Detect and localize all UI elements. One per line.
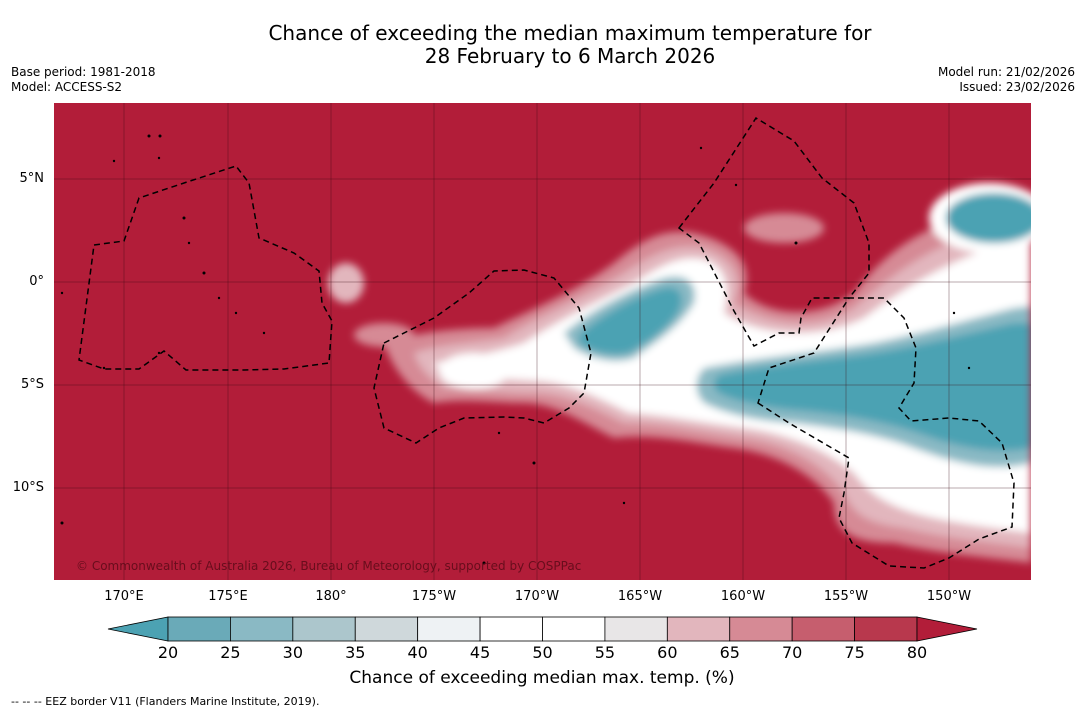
base-period: Base period: 1981-2018 — [11, 65, 156, 79]
probability-field — [328, 183, 1031, 563]
lon-label-180: 180° — [315, 589, 347, 604]
lat-label-10s: 10°S — [12, 480, 44, 495]
lon-label-150w: 150°W — [926, 589, 972, 604]
issued-date: Issued: 23/02/2026 — [959, 80, 1075, 94]
field-band-25 — [579, 287, 682, 355]
lat-label-5s: 5°S — [20, 377, 44, 392]
field-spot-1 — [328, 263, 364, 303]
colorbar-segment — [791, 616, 855, 642]
lon-label-170e: 170°E — [104, 589, 144, 604]
islands — [60, 134, 971, 565]
colorbar-arrow-low — [107, 616, 169, 642]
lon-label-175e: 175°E — [208, 589, 248, 604]
colorbar — [107, 616, 978, 642]
colorbar-segment — [729, 616, 793, 642]
eez-tuvalu — [78, 165, 333, 371]
eez-borders — [78, 116, 1015, 569]
colorbar-tick-label: 40 — [407, 643, 428, 662]
colorbar-tick-label: 20 — [157, 643, 179, 662]
model-name: Model: ACCESS-S2 — [11, 80, 123, 94]
lon-label-160w: 160°W — [720, 589, 766, 604]
graticule — [54, 103, 1031, 580]
colorbar-title: Chance of exceeding median max. temp. (%… — [349, 668, 735, 688]
colorbar-tick-label: 30 — [282, 643, 303, 662]
meta-right: Model run: 21/02/2026 Issued: 23/02/2026 — [938, 65, 1075, 95]
copyright-notice: © Commonwealth of Australia 2026, Bureau… — [76, 559, 581, 573]
colorbar-tick-label: 25 — [220, 643, 241, 662]
chart-title-line1: Chance of exceeding the median maximum t… — [268, 21, 872, 45]
colorbar-segment — [167, 616, 231, 642]
colorbar-segment — [542, 616, 606, 642]
colorbar-tick-label: 60 — [657, 643, 678, 662]
eez-footnote: -- -- -- EEZ border V11 (Flanders Marine… — [11, 695, 320, 708]
eez-tokelau — [373, 269, 592, 444]
lon-label-170w: 170°W — [514, 589, 560, 604]
meta-left: Base period: 1981-2018 Model: ACCESS-S2 — [11, 65, 156, 95]
field-spot-4 — [439, 353, 509, 389]
field-spot-2 — [354, 323, 414, 347]
chart-title-line2: 28 February to 6 March 2026 — [424, 44, 716, 68]
field-band-25b — [713, 323, 1031, 451]
colorbar-tick-label: 75 — [844, 643, 865, 662]
colorbar-arrow-high — [916, 616, 978, 642]
colorbar-segment — [479, 616, 543, 642]
colorbar-tick-label: 55 — [594, 643, 616, 662]
model-run: Model run: 21/02/2026 — [937, 65, 1075, 79]
colorbar-tick-label: 45 — [469, 643, 491, 662]
colorbar-segment — [854, 616, 918, 642]
field-spot-3 — [744, 213, 824, 243]
colorbar-tick-label: 35 — [345, 643, 366, 662]
forecast-map[interactable]: © Commonwealth of Australia 2026, Bureau… — [54, 103, 1031, 580]
lon-label-155w: 155°W — [823, 589, 869, 604]
lon-label-175w: 175°W — [411, 589, 457, 604]
lon-label-165w: 165°W — [617, 589, 663, 604]
colorbar-tick-label: 50 — [532, 643, 553, 662]
colorbar-segment — [417, 616, 481, 642]
colorbar-segment — [666, 616, 731, 642]
colorbar-tick-label: 80 — [906, 643, 928, 662]
colorbar-tick-label: 70 — [781, 643, 803, 662]
lat-label-0: 0° — [29, 274, 44, 289]
field-ne-blue — [946, 193, 1031, 243]
lat-label-5n: 5°N — [19, 171, 45, 186]
colorbar-segment — [230, 616, 294, 642]
colorbar-segment — [292, 616, 356, 642]
colorbar-tick-label: 65 — [719, 643, 740, 662]
colorbar-segment — [604, 616, 668, 642]
colorbar-segment — [354, 616, 419, 642]
